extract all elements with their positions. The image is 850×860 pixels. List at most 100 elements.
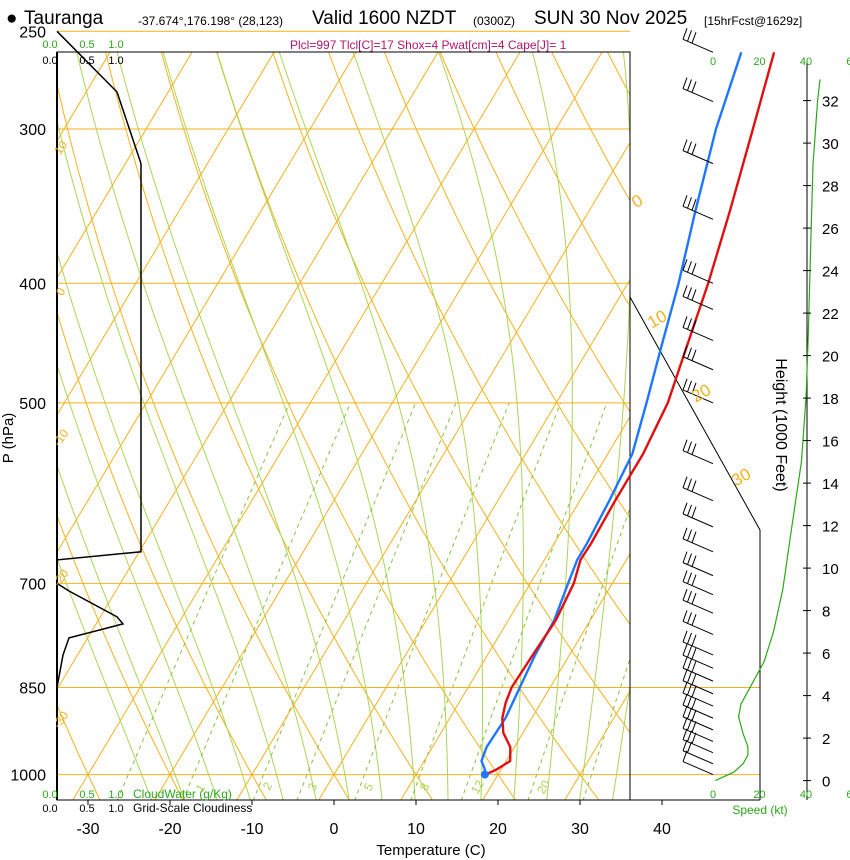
wind-barb: [682, 705, 714, 731]
cloudiness-tick-top: 0.5: [79, 55, 94, 67]
barb-flag: [691, 614, 697, 626]
barb-flag: [687, 504, 692, 516]
mixing-ratio-line: [582, 657, 630, 800]
height-tick-label: 20: [822, 349, 839, 366]
dry-adiabat: [328, 52, 630, 626]
x-tick-label: -20: [158, 821, 181, 838]
barb-shaft: [682, 269, 714, 284]
wind-barb: [682, 502, 714, 528]
barb-shaft: [682, 716, 714, 731]
cloudiness-line: [56, 30, 142, 688]
moist-adiabat: [57, 464, 185, 800]
barb-flag: [687, 478, 692, 490]
barb-flag: [687, 572, 692, 584]
wind-speed-line: [715, 79, 821, 782]
mixing-ratio-label: 5: [361, 780, 377, 793]
cloudwater-tick-top: 0.0: [42, 39, 57, 51]
pressure-tick-label: 850: [19, 680, 46, 697]
barb-flag: [682, 705, 688, 718]
barb-flag: [687, 141, 692, 153]
wind-barb: [682, 656, 714, 682]
barb-flag: [691, 732, 697, 744]
dewpoint-line: [480, 51, 743, 775]
barb-flag: [682, 570, 688, 582]
mixing-ratio-line: [354, 402, 510, 800]
mixing-ratio-lines: [116, 402, 630, 800]
barb-flag: [682, 139, 688, 151]
cloudiness-profile: [56, 30, 142, 688]
speed-tick-top: 40: [800, 56, 812, 68]
utc-time: (0300Z): [473, 14, 516, 28]
barb-flag: [687, 695, 692, 708]
moist-adiabat: [57, 363, 218, 800]
barb-shaft: [682, 487, 714, 502]
surface-dewpoint-dot: [480, 770, 489, 779]
wind-barb: [682, 588, 714, 614]
wind-barb: [682, 527, 714, 553]
dry-adiabat: [383, 52, 630, 519]
barb-flag: [687, 632, 692, 645]
x-tick-label: 40: [653, 821, 671, 838]
pressure-tick-label: 250: [19, 24, 46, 41]
height-tick-label: 12: [822, 519, 839, 536]
cloudwater-tick-top: 1.0: [108, 39, 123, 51]
height-tick-label: 28: [822, 179, 839, 196]
barb-flag: [691, 634, 697, 647]
cloudiness-label: Grid-Scale Cloudiness: [133, 801, 252, 815]
wind-barb: [682, 439, 714, 465]
pressure-tick-label: 700: [19, 576, 46, 593]
cloudwater-tick-bottom: 0.0: [42, 789, 57, 801]
wind-barb: [682, 610, 714, 635]
barb-flag: [691, 289, 697, 301]
height-tick-label: 18: [822, 391, 839, 408]
mixing-ratio-label: 2: [260, 779, 276, 792]
wind-barb: [682, 693, 714, 719]
barb-flag: [682, 551, 688, 563]
barb-flag: [691, 143, 697, 155]
wind-barb: [682, 195, 714, 220]
mixing-ratio-line: [527, 506, 630, 800]
barb-flag: [691, 721, 697, 733]
speed-tick-bottom: 60: [846, 789, 850, 801]
height-tick-label: 26: [822, 221, 839, 238]
barb-flag: [682, 195, 688, 207]
barb-flag: [687, 318, 692, 330]
barb-flag: [687, 197, 692, 209]
height-tick-label: 24: [822, 264, 839, 281]
barb-flag: [691, 592, 697, 605]
barb-flag: [691, 660, 697, 673]
barb-flag: [682, 728, 688, 740]
wind-barb: [682, 476, 714, 502]
adiabat-label: 10: [51, 138, 70, 157]
barb-shaft: [682, 389, 714, 404]
dry-adiabat: [495, 52, 630, 308]
isotherm: [57, 52, 275, 417]
wind-barb: [682, 570, 714, 596]
isotherms: [57, 52, 630, 800]
pressure-tick-label: 400: [19, 276, 46, 293]
wind-barb: [682, 728, 714, 754]
barb-flag: [682, 739, 688, 751]
forecast-info: [15hrFcst@1629z]: [704, 14, 803, 28]
speed-tick-bottom: 40: [800, 789, 812, 801]
station-name: Tauranga: [24, 8, 104, 29]
barb-flag: [687, 30, 692, 42]
barb-flag: [682, 285, 688, 297]
height-tick-label: 16: [822, 434, 839, 451]
mixing-ratio-line: [296, 402, 457, 800]
barb-flag: [682, 610, 688, 622]
barb-flag: [691, 32, 697, 44]
barb-flag: [687, 730, 692, 742]
moist-adiabat: [612, 683, 630, 800]
pressure-tick-label: 500: [19, 396, 46, 413]
barb-flag: [687, 441, 692, 453]
barb-flag: [691, 443, 697, 455]
dry-adiabat: [57, 703, 101, 800]
isotherm: [57, 52, 357, 554]
height-tick-label: 10: [822, 561, 839, 578]
barb-shaft: [682, 620, 714, 635]
isotherm: [400, 415, 630, 800]
barb-shaft: [682, 450, 714, 465]
barb-shaft: [682, 761, 714, 776]
